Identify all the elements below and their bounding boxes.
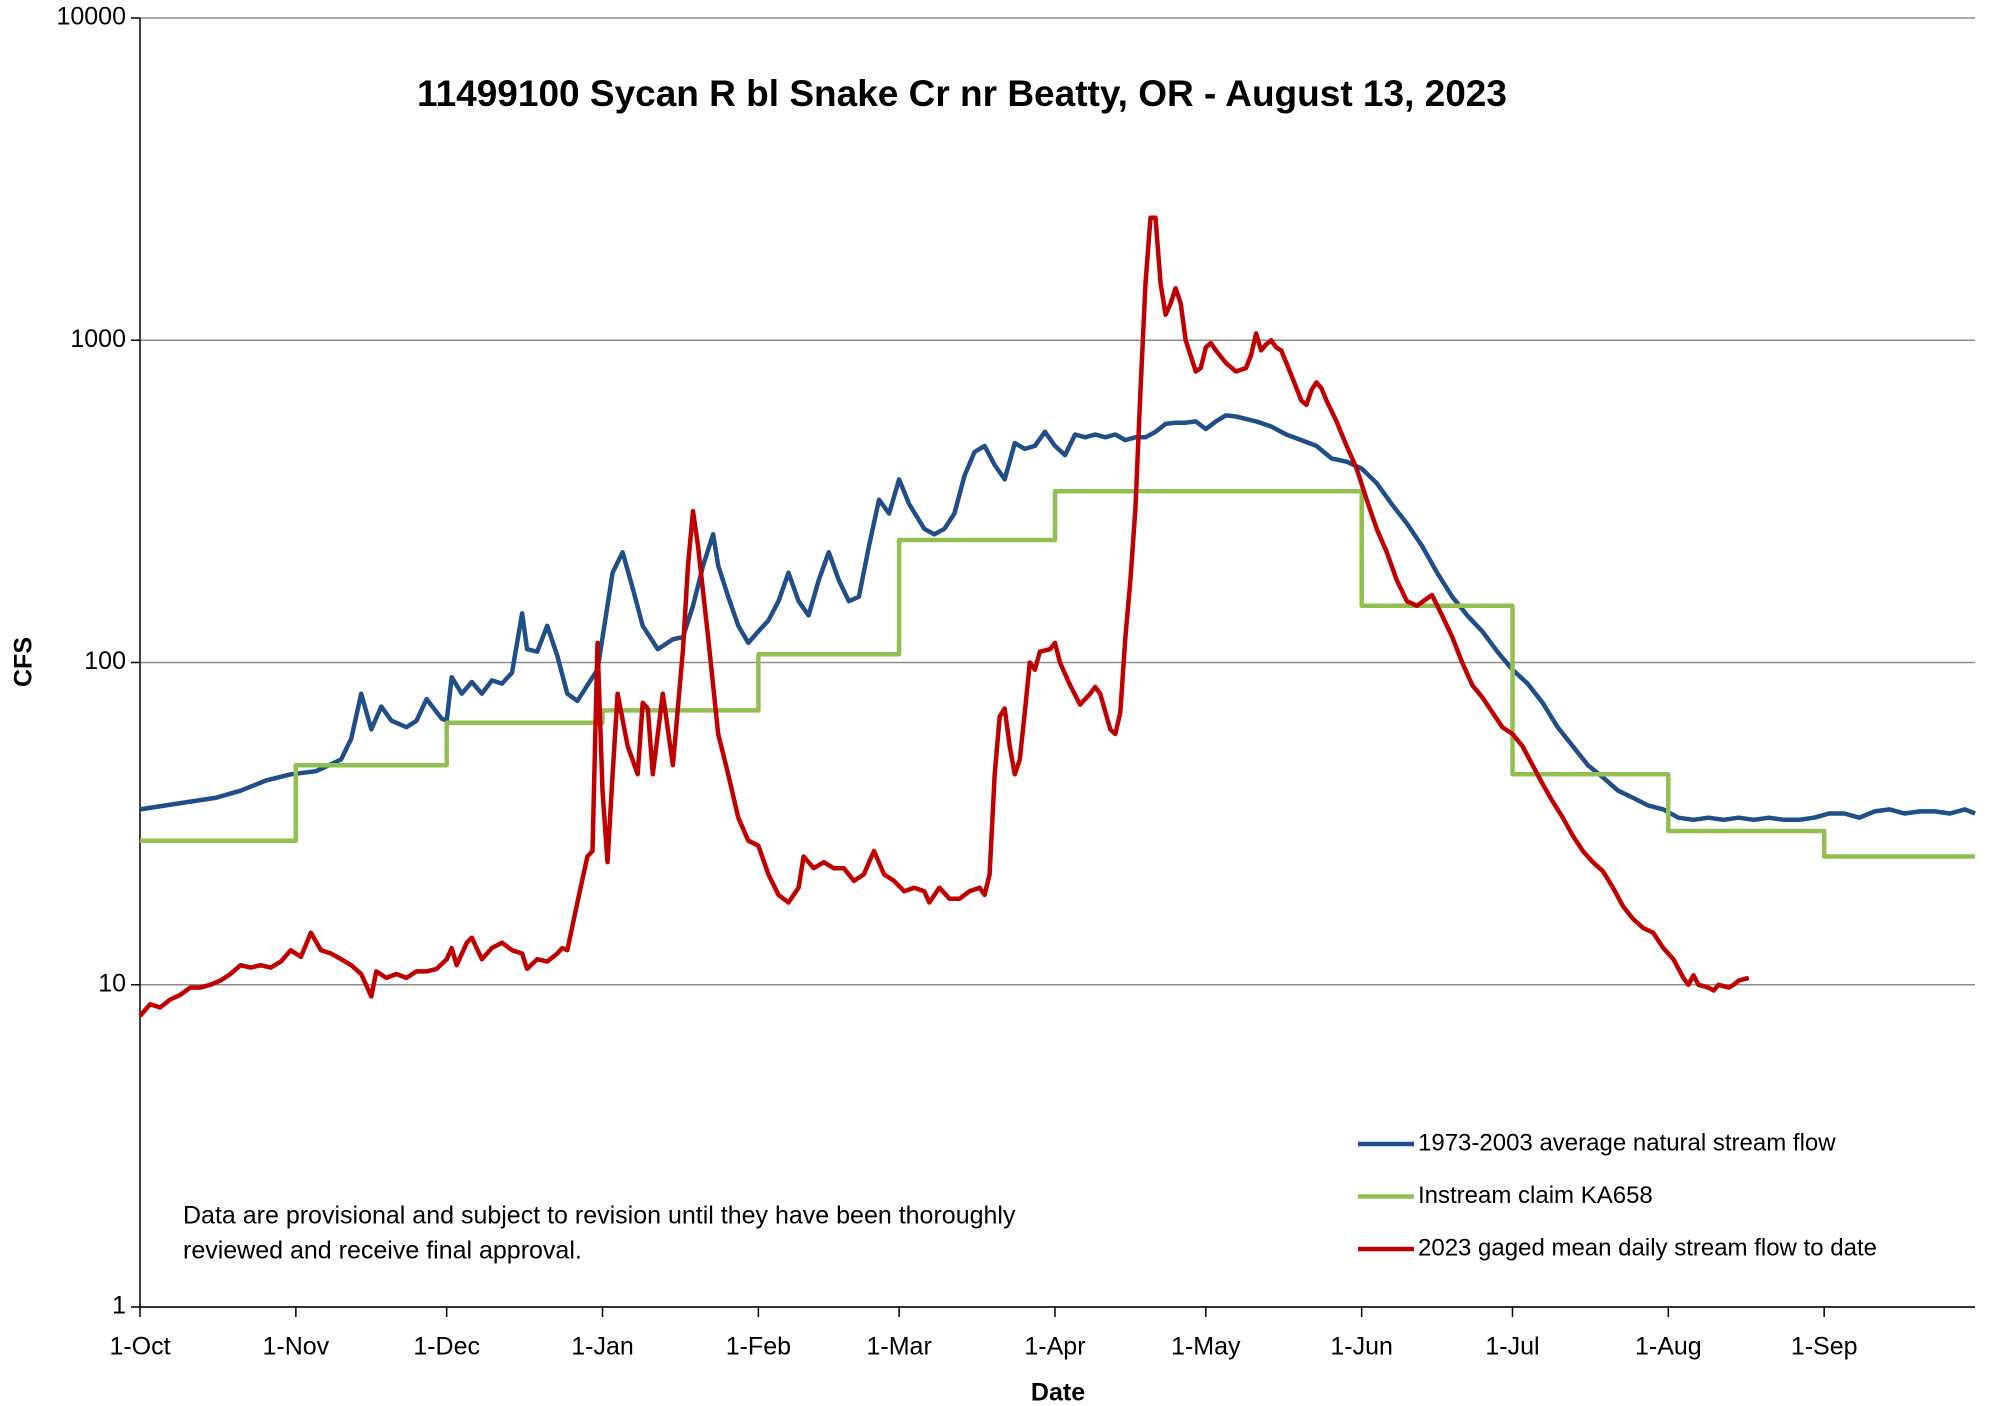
x-tick-label: 1-Mar <box>866 1333 931 1361</box>
y-axis-title: CFS <box>10 637 38 687</box>
y-tick-label: 1 <box>112 1292 126 1320</box>
y-tick-label: 1000 <box>70 325 126 353</box>
x-tick-label: 1-Dec <box>413 1333 480 1361</box>
y-tick-label: 100 <box>84 647 126 675</box>
legend-label: Instream claim KA658 <box>1418 1182 1653 1209</box>
legend-label: 2023 gaged mean daily stream flow to dat… <box>1418 1234 1877 1261</box>
series-line <box>139 413 1976 823</box>
note-line: reviewed and receive final approval. <box>183 1237 582 1265</box>
x-tick-label: 1-Jan <box>571 1333 634 1361</box>
x-tick-label: 1-Jul <box>1485 1333 1539 1361</box>
x-tick-label: 1-Jun <box>1330 1333 1393 1361</box>
y-tick-label: 10000 <box>56 3 126 31</box>
x-tick-label: 1-Nov <box>263 1333 330 1361</box>
x-tick-label: 1-Apr <box>1024 1333 1085 1361</box>
x-axis-title: Date <box>1031 1379 1085 1406</box>
note-line: Data are provisional and subject to revi… <box>183 1202 1016 1230</box>
series-line <box>138 215 1750 1018</box>
chart-title: 11499100 Sycan R bl Snake Cr nr Beatty, … <box>417 73 1507 114</box>
series-line <box>140 488 1975 859</box>
x-tick-label: 1-Sep <box>1791 1333 1858 1361</box>
x-tick-label: 1-Feb <box>726 1333 791 1361</box>
legend-label: 1973-2003 average natural stream flow <box>1418 1129 1836 1156</box>
x-tick-label: 1-May <box>1171 1333 1241 1361</box>
x-tick-label: 1-Aug <box>1635 1333 1702 1361</box>
x-tick-label: 1-Oct <box>109 1333 170 1361</box>
y-tick-label: 10 <box>98 969 126 997</box>
